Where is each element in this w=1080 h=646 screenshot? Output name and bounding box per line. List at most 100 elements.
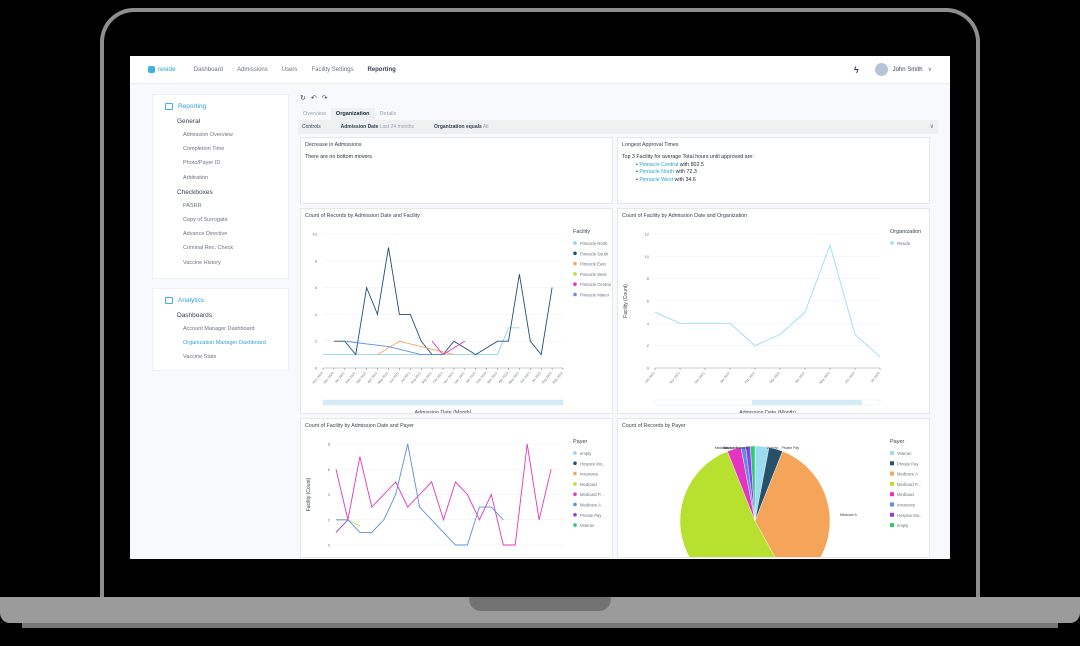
analytics-icon bbox=[165, 296, 173, 304]
legend-label: Hospice Mo... bbox=[897, 513, 923, 518]
legend-swatch bbox=[890, 481, 894, 486]
undo-icon[interactable]: ↶ bbox=[310, 95, 317, 102]
nav-link-admissions[interactable]: Admissions bbox=[237, 66, 268, 73]
legend-swatch bbox=[890, 471, 894, 476]
chart-title: Count of Facility by Admission Date and … bbox=[622, 213, 748, 219]
history-toolbar: ↻ ↶ ↷ bbox=[300, 94, 938, 106]
svg-text:4: 4 bbox=[647, 321, 650, 326]
user-menu[interactable]: John Smith ∨ bbox=[874, 63, 932, 76]
brand-name: reside bbox=[158, 66, 176, 73]
svg-text:Sep 2021: Sep 2021 bbox=[421, 371, 433, 385]
sidebar-item-account-manager-dashboard[interactable]: Account Manager Dashboard bbox=[183, 325, 255, 332]
filter-value: Last 24 months bbox=[379, 124, 414, 130]
sidebar-item-vaccine-history[interactable]: Vaccine History bbox=[183, 259, 221, 266]
chart-records-by-payer: Count of Records by Payer Veteran Private… bbox=[617, 418, 930, 558]
line-chart[interactable]: 0 2 4 6 8 Facility (Count) Payer empty Hospice M… bbox=[301, 419, 613, 558]
filter-organization[interactable]: Organization equals All bbox=[434, 124, 488, 130]
svg-text:0: 0 bbox=[328, 543, 331, 548]
list-item: • Pinnacle West with 34.6 bbox=[636, 176, 696, 183]
svg-text:Jan 2022: Jan 2022 bbox=[465, 371, 477, 384]
legend-title: Payer bbox=[573, 439, 588, 445]
sidebar-item-advance-directive[interactable]: Advance Directive bbox=[183, 231, 228, 238]
approval-list: • Pinnacle Central with 802.5 • Pinnacle… bbox=[636, 162, 754, 185]
svg-text:8: 8 bbox=[647, 276, 650, 281]
chevron-down-icon[interactable]: ∨ bbox=[929, 124, 934, 130]
legend-label: Hospice Mo... bbox=[580, 461, 606, 466]
sidebar-item-arbitration[interactable]: Arbitration bbox=[183, 174, 209, 181]
legend-label: Pinnacle North bbox=[580, 241, 608, 246]
legend-label: Pinnacle Central bbox=[580, 282, 611, 287]
sidebar-section-analytics[interactable]: Analytics bbox=[165, 296, 288, 304]
sidebar-analytics-card: Analytics Dashboards Account Manager Das… bbox=[152, 287, 289, 371]
redo-icon[interactable]: ↷ bbox=[321, 95, 328, 102]
tab-details[interactable]: Details bbox=[379, 111, 397, 117]
nav-link-users[interactable]: Users bbox=[281, 66, 298, 73]
legend-swatch bbox=[890, 241, 894, 245]
sidebar-item-admission-overview[interactable]: Admission Overview bbox=[183, 132, 233, 138]
nav-link-facility-settings[interactable]: Facility Settings bbox=[311, 66, 354, 73]
sidebar-item-pasrr[interactable]: PASRR bbox=[183, 202, 202, 209]
legend-label: Medicare A bbox=[897, 472, 918, 477]
line-chart[interactable]: 0 2 4 6 8 10 12 Oct 2021 Nov 2021 Dec 2021 Jan 202… bbox=[618, 209, 930, 414]
pie-slice bbox=[754, 451, 831, 557]
nav-link-dashboard[interactable]: Dashboard bbox=[193, 66, 224, 73]
user-name: John Smith bbox=[892, 66, 923, 73]
legend-swatch bbox=[573, 523, 577, 527]
dashboard-grid: Decrease in Admissions There are no bott… bbox=[300, 137, 938, 558]
tab-organization[interactable]: Organization bbox=[330, 108, 375, 120]
pie-label: Private Pay bbox=[782, 446, 800, 450]
svg-text:Apr 2021: Apr 2021 bbox=[367, 371, 379, 384]
svg-text:6: 6 bbox=[315, 285, 318, 290]
legend-label: Medicaid P... bbox=[580, 492, 604, 497]
sidebar-section-reporting[interactable]: Reporting bbox=[165, 103, 288, 110]
legend-swatch bbox=[573, 241, 577, 245]
nav-link-reporting[interactable]: Reporting bbox=[367, 66, 396, 73]
card-title: Longest Approval Times bbox=[622, 142, 679, 148]
svg-text:Jan 2022: Jan 2022 bbox=[719, 371, 731, 384]
legend-swatch bbox=[890, 492, 894, 497]
sidebar-item-criminal-rec-check[interactable]: Criminal Rec. Check bbox=[183, 245, 234, 252]
brand-logo[interactable]: reside bbox=[148, 66, 176, 73]
controls-bar[interactable]: Controls Admission Date Last 24 months O… bbox=[298, 120, 938, 134]
svg-text:0: 0 bbox=[315, 366, 318, 371]
facility-link[interactable]: Pinnacle Central bbox=[639, 161, 679, 168]
sidebar-item-photo-payer-id[interactable]: Photo/Payer ID bbox=[183, 160, 221, 167]
sidebar-item-copy-of-surrogate[interactable]: Copy of Surrogate bbox=[183, 216, 228, 223]
svg-text:Admission Date (Month): Admission Date (Month) bbox=[739, 410, 796, 414]
facility-link[interactable]: Pinnacle North bbox=[639, 169, 675, 175]
svg-text:Nov 2021: Nov 2021 bbox=[669, 371, 681, 385]
legend-label: empty bbox=[580, 451, 592, 456]
main-content: ↻ ↶ ↷ Overview Organization Details Cont… bbox=[298, 94, 938, 558]
legend-swatch bbox=[890, 523, 894, 528]
filter-admission-date[interactable]: Admission Date Last 24 months bbox=[341, 124, 414, 130]
sidebar-item-organization-manager-dashboard[interactable]: Organization Manager Dashboard bbox=[183, 339, 266, 346]
svg-text:Mar 2022: Mar 2022 bbox=[486, 371, 498, 384]
app-screen: reside Dashboard Admissions Users Facili… bbox=[130, 56, 950, 559]
list-item: • Pinnacle North with 72.3 bbox=[636, 169, 697, 175]
approval-value: with 802.5 bbox=[679, 161, 704, 168]
pie-label: Hospice Mo... bbox=[723, 446, 744, 450]
pie-label: Insurance bbox=[723, 446, 738, 450]
pie-label: Medicaid bbox=[715, 446, 729, 450]
range-slider-handle bbox=[752, 400, 862, 405]
legend-swatch bbox=[573, 251, 577, 256]
legend-swatch bbox=[573, 451, 577, 455]
svg-text:Admission Date (Month): Admission Date (Month) bbox=[415, 410, 472, 414]
facility-link[interactable]: Pinnacle West bbox=[639, 176, 674, 183]
laptop-notch bbox=[469, 597, 611, 611]
reset-icon[interactable]: ↻ bbox=[300, 95, 306, 102]
svg-text:Jan 2021: Jan 2021 bbox=[334, 371, 346, 384]
decrease-admissions-card: Decrease in Admissions There are no bott… bbox=[300, 137, 613, 204]
bolt-icon[interactable]: ϟ bbox=[853, 64, 859, 75]
tab-overview[interactable]: Overview bbox=[303, 111, 326, 117]
sidebar-item-completion-time[interactable]: Completion Time bbox=[183, 146, 225, 153]
chart-title: Count of Records by Payer bbox=[622, 423, 686, 429]
sidebar-item-vaccine-stats[interactable]: Vaccine Stats bbox=[183, 353, 217, 360]
sidebar-section-title: Reporting bbox=[178, 103, 207, 110]
svg-text:4: 4 bbox=[328, 492, 331, 497]
legend-label: Pinnacle East bbox=[580, 262, 606, 267]
legend-swatch bbox=[573, 513, 577, 517]
